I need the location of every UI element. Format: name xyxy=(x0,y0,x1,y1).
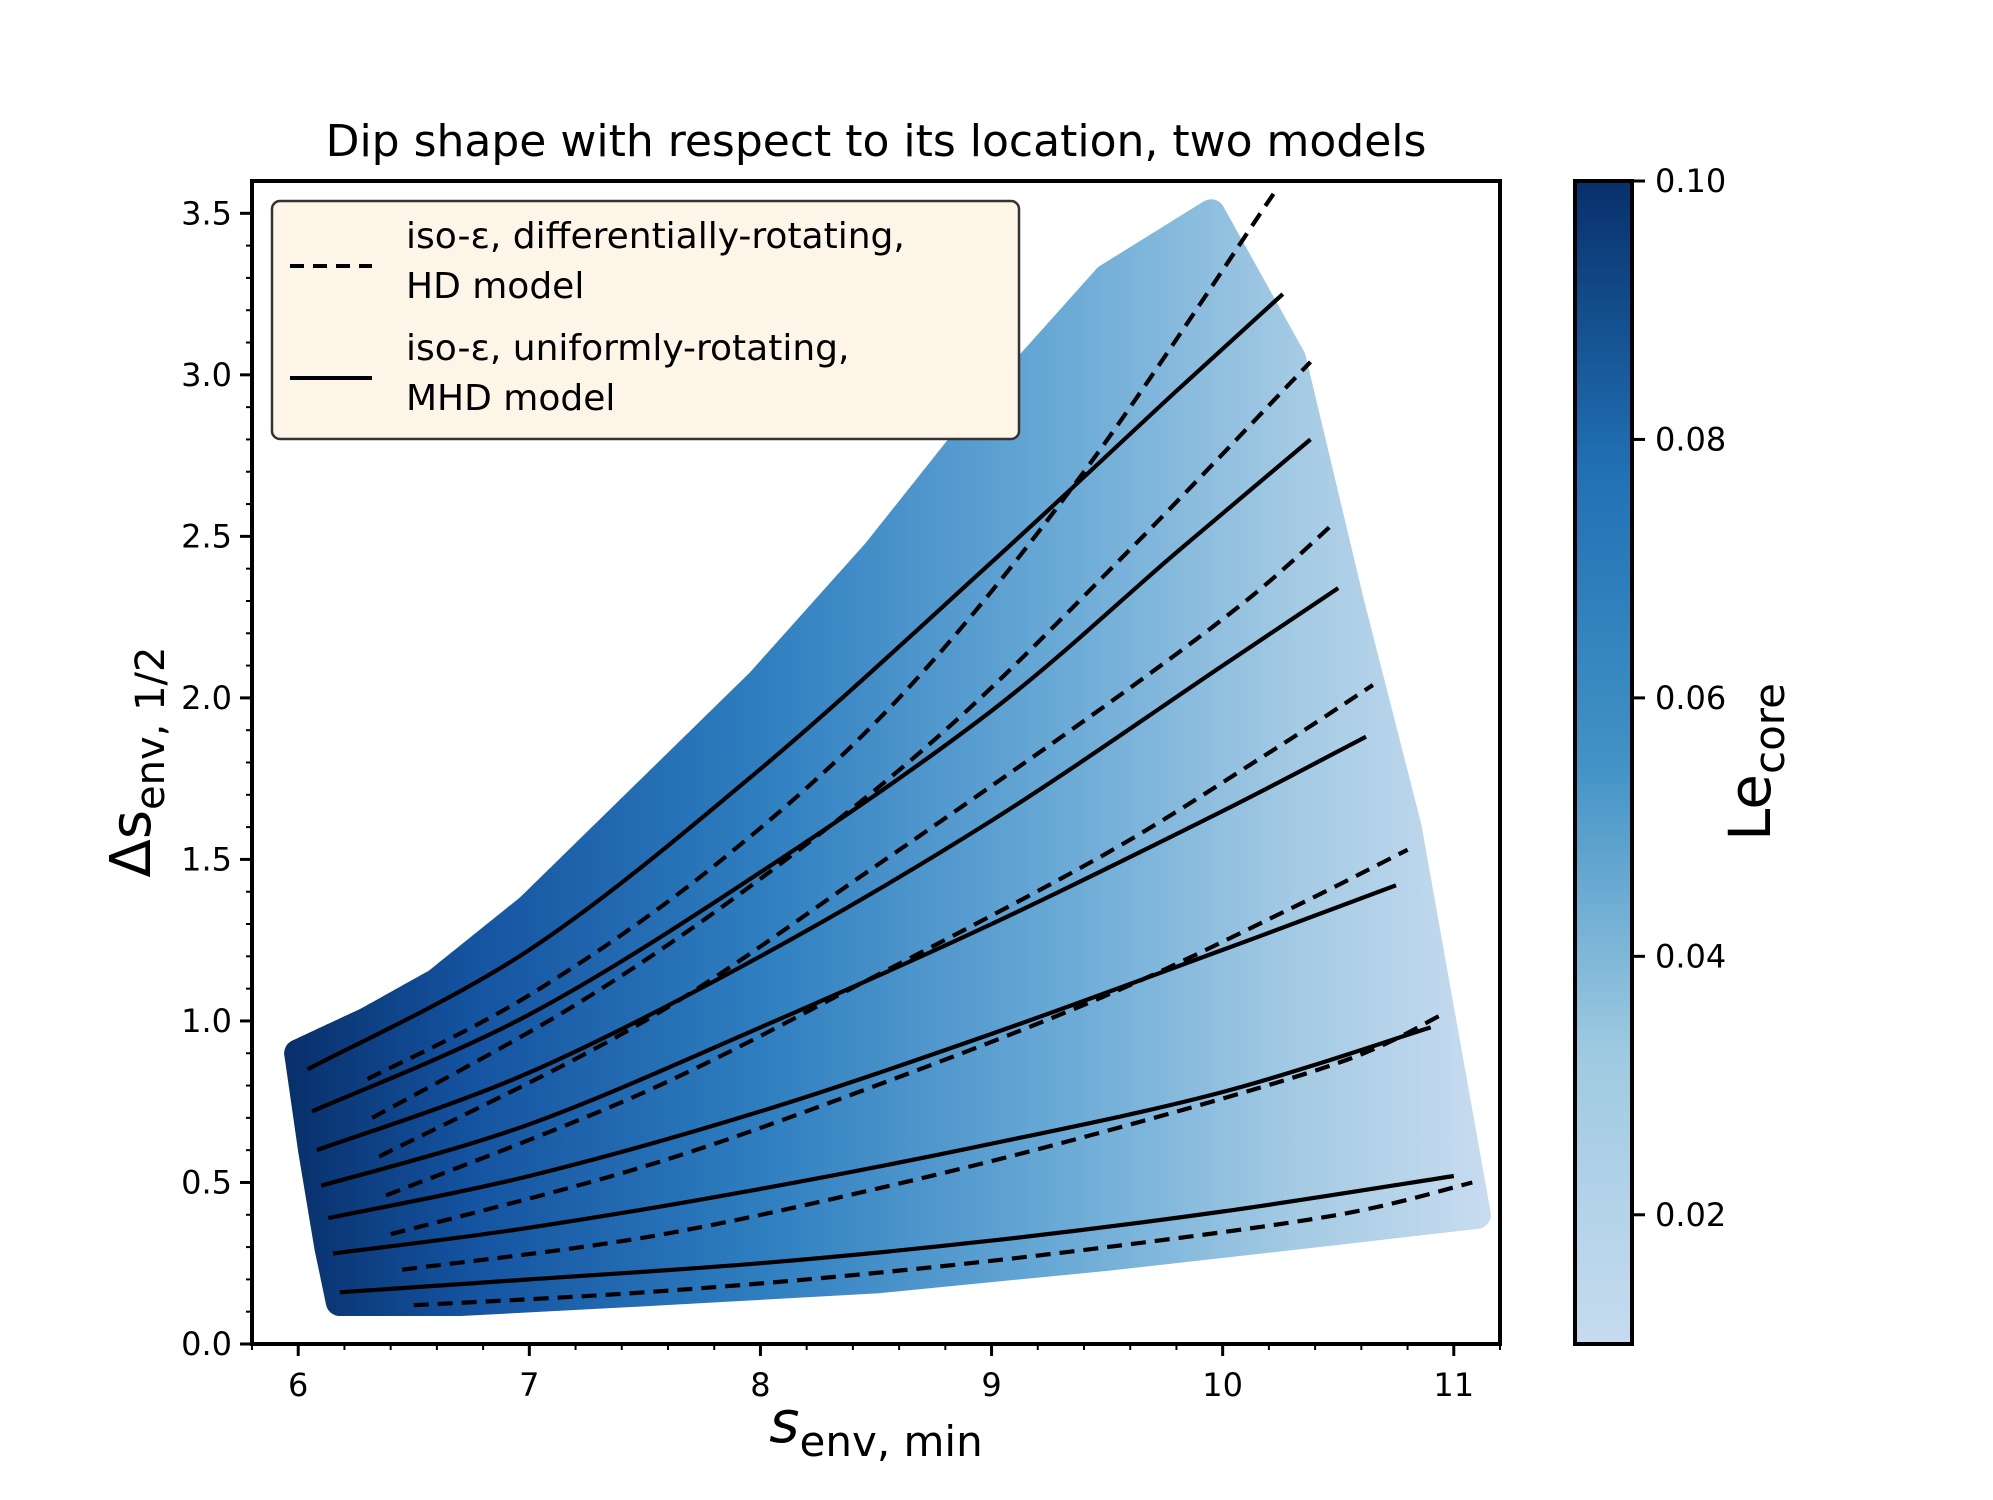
x-axis: 6 7 8 9 10 11 xyxy=(251,1344,1501,1404)
colorbar-ticks: 0.02 0.04 0.06 0.08 0.10 xyxy=(1632,162,1726,1234)
legend: iso-ε, differentially-rotating, HD model… xyxy=(270,199,1021,441)
legend-entry-1-line2: HD model xyxy=(406,266,584,307)
colorbar-gradient xyxy=(1573,179,1634,1346)
y-axis-label-sub: env, 1/2 xyxy=(128,647,174,810)
x-tick-label: 8 xyxy=(750,1366,770,1404)
y-tick-label: 3.5 xyxy=(181,194,232,232)
hd-dashed-line-12 xyxy=(371,360,1313,1120)
colorbar-label-main: Le xyxy=(1716,774,1784,841)
hd-dashed-line-14 xyxy=(366,192,1276,1081)
mhd-solid-line-1 xyxy=(339,1173,1455,1295)
hd-dashed-line-4 xyxy=(401,1012,1444,1272)
y-tick-label: 0.5 xyxy=(181,1163,232,1201)
scatter-point xyxy=(1184,207,1213,236)
legend-entry-2-line2: MHD model xyxy=(406,378,615,419)
y-axis-label-main: Δs xyxy=(99,810,164,877)
y-tick-label: 3.0 xyxy=(181,356,232,394)
series-lines-layer xyxy=(306,192,1473,1308)
mhd-solid-line-3 xyxy=(332,1025,1432,1256)
mhd-solid-line-5 xyxy=(327,883,1397,1221)
legend-entry-1-line1: iso-ε, differentially-rotating, xyxy=(406,216,905,257)
colorbar: 0.02 0.04 0.06 0.08 0.10 Lecore xyxy=(1573,162,1794,1346)
colorbar-tick-label: 0.06 xyxy=(1655,679,1726,717)
x-tick-label: 7 xyxy=(519,1366,539,1404)
y-axis-label: Δsenv, 1/2 xyxy=(99,647,174,878)
x-axis-label-sub: env, min xyxy=(800,1417,983,1466)
x-axis-label: senv, min xyxy=(769,1388,982,1466)
colorbar-tick-label: 0.02 xyxy=(1655,1196,1726,1234)
y-axis: 0.0 0.5 1.0 1.5 2.0 2.5 3.0 3.5 xyxy=(181,194,252,1363)
colorbar-tick-label: 0.08 xyxy=(1655,420,1726,458)
hd-dashed-line-10 xyxy=(378,521,1335,1159)
x-tick-label: 11 xyxy=(1433,1366,1474,1404)
colorbar-label: Lecore xyxy=(1716,683,1794,841)
hd-dashed-line-6 xyxy=(390,847,1409,1237)
mhd-solid-line-9 xyxy=(315,586,1340,1153)
y-tick-label: 2.5 xyxy=(181,517,232,555)
x-tick-label: 10 xyxy=(1202,1366,1243,1404)
colorbar-label-sub: core xyxy=(1745,683,1794,774)
chart-title: Dip shape with respect to its location, … xyxy=(326,116,1427,167)
hd-dashed-line-8 xyxy=(385,683,1375,1198)
y-tick-label: 0.0 xyxy=(181,1325,232,1363)
scatter-region-layer xyxy=(284,199,1491,1316)
x-tick-label: 9 xyxy=(981,1366,1001,1404)
colorbar-tick-label: 0.04 xyxy=(1655,937,1726,975)
legend-entry-2-line1: iso-ε, uniformly-rotating, xyxy=(406,328,849,369)
mhd-solid-line-11 xyxy=(311,437,1312,1114)
y-tick-label: 2.0 xyxy=(181,679,232,717)
y-tick-label: 1.0 xyxy=(181,1002,232,1040)
colorbar-tick-label: 0.10 xyxy=(1655,162,1726,200)
y-tick-label: 1.5 xyxy=(181,840,232,878)
legend-box xyxy=(270,199,1021,441)
mhd-solid-line-13 xyxy=(306,292,1285,1072)
x-axis-label-main: s xyxy=(769,1388,799,1456)
x-tick-label: 6 xyxy=(288,1366,308,1404)
